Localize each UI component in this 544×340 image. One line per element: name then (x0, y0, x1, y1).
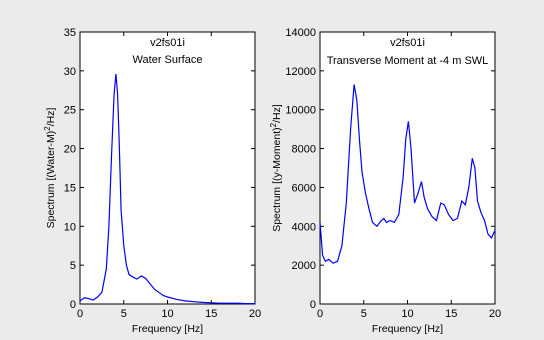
chart-annotation: Transverse Moment at -4 m SWL (327, 55, 489, 67)
y-tick-label: 12000 (285, 66, 316, 78)
y-tick-label: 20 (64, 144, 76, 156)
series-line (79, 73, 255, 305)
x-axis-label: Frequency [Hz] (372, 323, 443, 335)
y-tick-label: 10000 (285, 105, 316, 117)
y-tick-label: 4000 (292, 221, 316, 233)
y-tick-label: 30 (64, 66, 76, 78)
y-axis-label-superscript: 2 (43, 126, 52, 131)
y-tick-label: 0 (70, 299, 76, 311)
y-tick-label: 8000 (292, 144, 316, 156)
y-axis-label: Spectrum [(Water-M)2/Hz] (43, 108, 57, 229)
x-tick-label: 15 (445, 308, 457, 320)
x-tick-label: 20 (489, 308, 501, 320)
chart-water-surface: 0 5 10 15 20 0 5 10 15 20 25 30 35 v2fs01i Water Sur… (43, 27, 261, 335)
y-axis-label: Spectrum [(y-Moment)2/Hz] (269, 104, 283, 232)
y-tick-label: 5 (70, 260, 76, 272)
y-tick-label: 35 (64, 27, 76, 39)
x-tick-label: 0 (77, 308, 83, 320)
y-tick-label: 6000 (292, 182, 316, 194)
y-tick-label: 15 (64, 182, 76, 194)
x-tick-label: 10 (161, 308, 173, 320)
plot-area (319, 31, 496, 305)
x-tick-label: 5 (121, 308, 127, 320)
x-axis-label: Frequency [Hz] (132, 323, 203, 335)
x-tick-label: 15 (205, 308, 217, 320)
x-tick-label: 0 (317, 308, 323, 320)
chart-annotation: Water Surface (133, 54, 203, 66)
y-tick-label: 10 (64, 221, 76, 233)
x-tick-label: 20 (249, 308, 261, 320)
y-tick-label: 14000 (285, 27, 316, 39)
y-axis-label-main: Spectrum [(y-Moment) (271, 127, 283, 231)
x-tick-label: 5 (361, 308, 367, 320)
chart-title: v2fs01i (150, 37, 185, 49)
chart-transverse-moment: 0 5 10 15 20 0 2000 4000 6000 8000 10000 12000 14000… (269, 27, 501, 335)
y-axis-label-tail: /Hz] (45, 108, 57, 127)
y-tick-label: 0 (310, 299, 316, 311)
plot-area (79, 31, 256, 305)
y-tick-label: 2000 (292, 260, 316, 272)
y-axis-label-superscript: 2 (269, 122, 278, 127)
y-axis-label-tail: /Hz] (271, 104, 283, 123)
y-tick-label: 25 (64, 105, 76, 117)
y-axis-label-main: Spectrum [(Water-M) (45, 131, 57, 229)
chart-title: v2fs01i (390, 37, 425, 49)
series-line (319, 84, 496, 264)
x-tick-label: 10 (401, 308, 413, 320)
